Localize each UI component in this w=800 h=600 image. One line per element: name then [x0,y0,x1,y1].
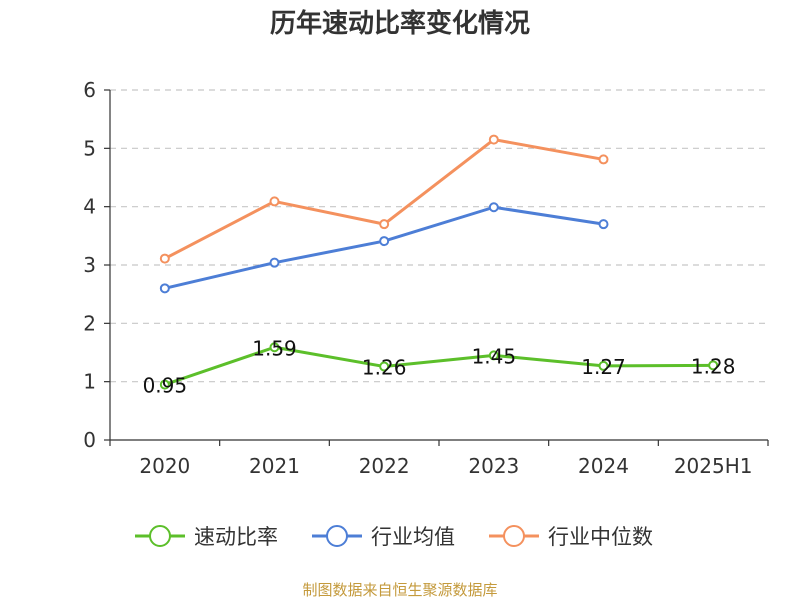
data-label: 1.45 [472,344,517,368]
data-label: 1.59 [252,336,297,360]
data-point [488,134,499,145]
legend-marker [503,525,525,547]
data-label: 1.26 [362,356,407,380]
legend-label: 行业中位数 [548,525,653,549]
data-point [379,361,390,372]
data-point [159,283,170,294]
data-point [269,257,280,268]
data-point [379,219,390,230]
y-tick-label: 5 [83,136,96,160]
y-tick-label: 3 [83,253,96,277]
x-tick-label: 2021 [249,454,300,478]
legend-marker [326,525,348,547]
y-tick-label: 0 [83,428,96,452]
legend-marker [149,525,171,547]
y-tick-label: 2 [83,311,96,335]
y-tick-label: 6 [83,78,96,102]
data-point [269,342,280,353]
data-point [708,360,719,371]
data-label: 1.28 [691,354,736,378]
x-tick-label: 2020 [139,454,190,478]
data-point [269,196,280,207]
data-point [379,236,390,247]
data-point [159,379,170,390]
data-label: 1.27 [581,355,626,379]
y-tick-label: 4 [83,195,96,219]
x-tick-label: 2025H1 [674,454,753,478]
series-速动比率 [159,342,719,390]
data-labels: 0.95 1.59 1.26 1.45 1.27 1.28 [143,336,736,397]
legend-label: 行业均值 [371,525,455,549]
series-行业均值 [159,202,609,294]
legend[interactable]: 速动比率 行业均值 行业中位数 [135,525,653,549]
data-point [598,154,609,165]
x-tick-label: 2023 [468,454,519,478]
legend-label: 速动比率 [194,525,278,549]
chart-title: 历年速动比率变化情况 [270,8,530,39]
x-tick-label: 2022 [359,454,410,478]
data-point [598,360,609,371]
series-行业中位数 [159,134,609,264]
source-note: 制图数据来自恒生聚源数据库 [302,581,497,599]
series-line [164,345,714,387]
legend-item[interactable]: 行业中位数 [489,525,653,549]
legend-item[interactable]: 行业均值 [312,525,455,549]
data-point [159,253,170,264]
x-tick-label: 2024 [578,454,629,478]
data-point [488,350,499,361]
axes: 0 1 2 3 4 5 6 2020 2021 2022 2023 2024 2025H1 [83,78,769,478]
data-point [598,219,609,230]
series-layer [159,134,719,390]
data-label: 0.95 [143,374,188,398]
data-point [488,202,499,213]
y-tick-label: 1 [83,370,96,394]
legend-item[interactable]: 速动比率 [135,525,278,549]
